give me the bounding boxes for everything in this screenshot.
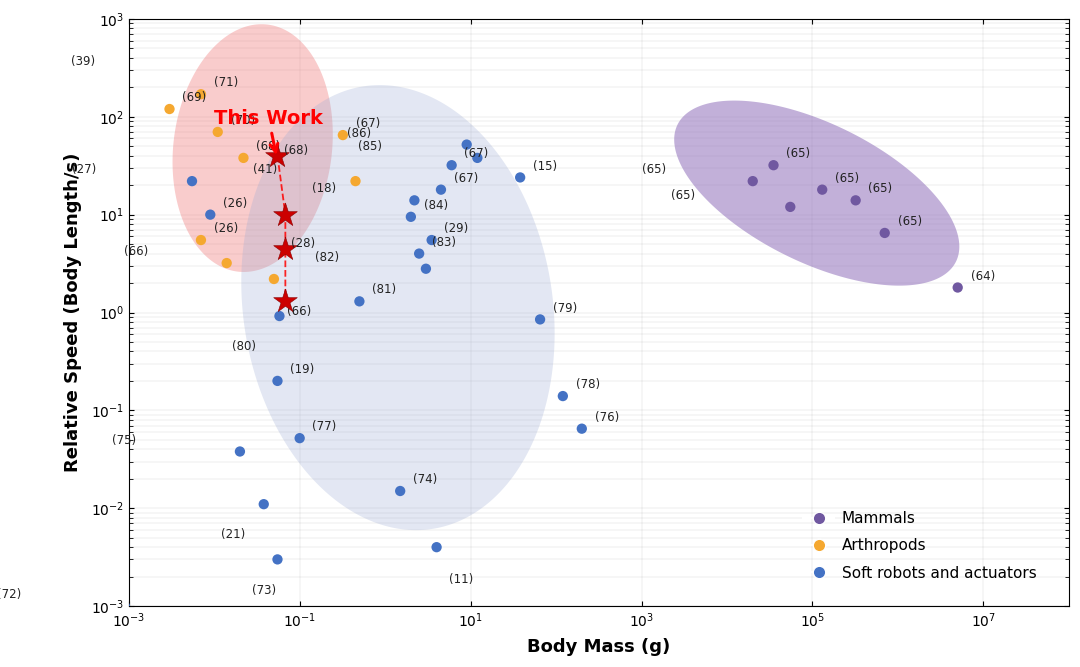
Point — [266, 273, 283, 284]
Point — [192, 89, 210, 99]
Text: (72): (72) — [0, 588, 21, 601]
Legend: Mammals, Arthropods, Soft robots and actuators: Mammals, Arthropods, Soft robots and act… — [797, 505, 1042, 587]
Text: (66): (66) — [124, 245, 148, 258]
Text: (65): (65) — [897, 215, 921, 228]
Point — [347, 176, 364, 187]
Point — [231, 446, 248, 457]
Text: (77): (77) — [312, 420, 337, 434]
Point — [392, 486, 409, 496]
Point — [469, 153, 486, 163]
Text: (67): (67) — [464, 147, 489, 160]
Text: (65): (65) — [671, 189, 694, 202]
Point — [161, 103, 178, 114]
Text: (75): (75) — [111, 434, 136, 447]
Point — [432, 184, 449, 195]
Point — [458, 139, 475, 150]
Text: (85): (85) — [357, 140, 381, 153]
Text: (68): (68) — [256, 140, 281, 153]
Text: (78): (78) — [576, 378, 599, 391]
Point — [269, 376, 286, 386]
Text: (15): (15) — [532, 159, 557, 173]
Text: (66): (66) — [287, 305, 311, 318]
Text: (67): (67) — [355, 117, 380, 130]
Point — [406, 195, 423, 205]
Text: (67): (67) — [454, 172, 478, 185]
Point — [531, 314, 549, 325]
Point — [276, 209, 294, 220]
Polygon shape — [674, 101, 959, 285]
Text: (76): (76) — [595, 411, 619, 424]
Text: (26): (26) — [214, 222, 238, 235]
Text: (81): (81) — [373, 283, 396, 296]
Text: (64): (64) — [971, 269, 995, 283]
Text: (70): (70) — [230, 114, 255, 127]
Text: (28): (28) — [292, 237, 315, 249]
Text: (21): (21) — [221, 528, 245, 542]
Point — [351, 296, 368, 307]
Point — [184, 176, 201, 187]
Text: (65): (65) — [868, 183, 892, 195]
Text: (26): (26) — [224, 197, 247, 209]
Point — [255, 499, 272, 510]
Text: (82): (82) — [314, 251, 339, 264]
Point — [218, 257, 235, 268]
Point — [117, 601, 134, 612]
Point — [813, 184, 831, 195]
Text: (80): (80) — [232, 340, 256, 354]
Text: (19): (19) — [291, 363, 314, 376]
Text: (86): (86) — [347, 127, 372, 139]
Point — [512, 172, 529, 183]
Point — [847, 195, 864, 205]
Point — [417, 263, 434, 274]
Text: (65): (65) — [835, 172, 860, 185]
Point — [402, 211, 419, 222]
Text: (27): (27) — [72, 163, 96, 176]
Text: (69): (69) — [183, 91, 206, 104]
Point — [334, 130, 351, 141]
Text: (79): (79) — [553, 301, 577, 315]
Text: This Work: This Work — [214, 109, 323, 152]
Text: (71): (71) — [214, 76, 238, 89]
Point — [744, 176, 761, 187]
Point — [210, 127, 227, 137]
Text: (41): (41) — [253, 163, 278, 176]
Point — [765, 160, 782, 171]
Point — [423, 235, 441, 245]
Point — [114, 67, 132, 78]
Point — [291, 433, 308, 444]
Y-axis label: Relative Speed (Body Length/s): Relative Speed (Body Length/s) — [64, 153, 82, 472]
Text: (73): (73) — [252, 584, 276, 596]
Text: (29): (29) — [445, 222, 469, 235]
Polygon shape — [173, 24, 333, 272]
Point — [554, 391, 571, 402]
Point — [269, 150, 286, 161]
Point — [202, 209, 219, 220]
Text: (74): (74) — [413, 473, 437, 486]
Point — [276, 243, 294, 254]
Text: (11): (11) — [449, 574, 474, 586]
Text: (65): (65) — [786, 147, 810, 160]
Point — [269, 554, 286, 565]
Text: (18): (18) — [312, 183, 336, 195]
Point — [876, 227, 893, 238]
Point — [234, 153, 252, 163]
Text: (84): (84) — [423, 199, 448, 212]
Point — [443, 160, 460, 171]
Text: (83): (83) — [432, 235, 456, 249]
Text: (39): (39) — [71, 55, 95, 68]
Point — [573, 424, 591, 434]
Text: (65): (65) — [642, 163, 665, 176]
Point — [271, 311, 288, 321]
Point — [782, 201, 799, 212]
Point — [192, 235, 210, 245]
Text: (68): (68) — [284, 143, 308, 157]
Point — [428, 542, 445, 552]
Point — [949, 282, 967, 293]
X-axis label: Body Mass (g): Body Mass (g) — [527, 638, 671, 656]
Point — [410, 248, 428, 259]
Polygon shape — [241, 85, 555, 530]
Point — [276, 296, 294, 307]
